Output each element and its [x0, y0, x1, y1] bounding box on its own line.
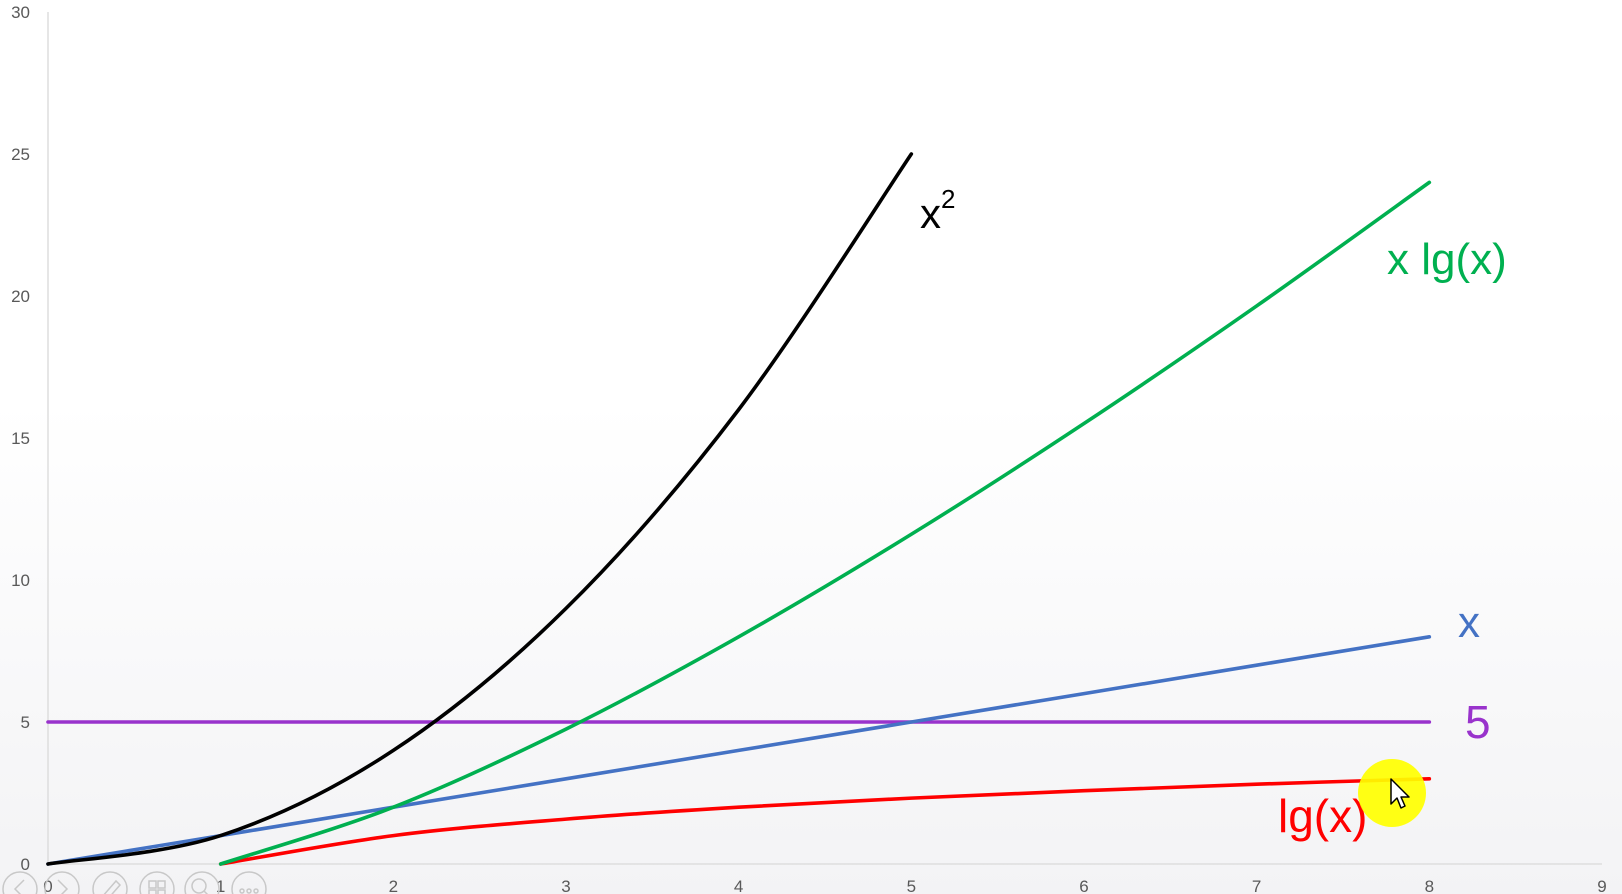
series-line-linear [46, 635, 1432, 866]
pen-button[interactable] [92, 871, 128, 894]
series-line-xlogx [218, 180, 1432, 866]
x-tick-label: 7 [1252, 877, 1261, 894]
more-options-button[interactable] [231, 871, 267, 894]
y-tick-label: 15 [11, 429, 30, 448]
series-label-text: 5 [1465, 696, 1491, 748]
y-tick-label: 0 [21, 855, 30, 874]
y-tick-label: 10 [11, 571, 30, 590]
slides-grid-icon [148, 880, 166, 894]
series-label-text: x lg(x) [1387, 235, 1507, 284]
zoom-button[interactable] [184, 871, 220, 894]
x-tick-label: 4 [734, 877, 743, 894]
y-tick-label: 30 [11, 3, 30, 22]
series-line-log [218, 777, 1432, 866]
zoom-icon [191, 878, 209, 894]
series-label-linear: x [1458, 598, 1480, 647]
series-label-superscript: 2 [941, 184, 955, 214]
x-tick-label: 3 [561, 877, 570, 894]
more-options-icon [239, 888, 259, 894]
series-line-square [46, 152, 914, 866]
y-tick-label: 20 [11, 287, 30, 306]
series-label-xlogx: x lg(x) [1387, 235, 1507, 284]
previous-slide-button[interactable] [2, 871, 38, 894]
presenter-overlay [1358, 759, 1426, 827]
next-slide-icon [57, 879, 69, 894]
series-label-square: x2 [920, 184, 955, 237]
mouse-pointer-icon [1390, 778, 1410, 809]
chart-series-lines [46, 152, 1432, 866]
x-tick-label: 8 [1425, 877, 1434, 894]
series-label-text: x [920, 190, 941, 237]
series-label-text: x [1458, 598, 1480, 647]
y-tick-label: 5 [21, 713, 30, 732]
slides-grid-button[interactable] [139, 871, 175, 894]
next-slide-button[interactable] [44, 871, 80, 894]
y-tick-label: 25 [11, 145, 30, 164]
x-tick-label: 5 [907, 877, 916, 894]
x-tick-label: 6 [1079, 877, 1088, 894]
x-tick-label: 2 [389, 877, 398, 894]
slideshow-controls [2, 871, 267, 894]
series-label-text: lg(x) [1278, 790, 1367, 842]
x-tick-label: 1 [216, 877, 225, 894]
series-label-constant: 5 [1465, 696, 1491, 748]
x-tick-label: 0 [43, 877, 52, 894]
x-tick-label: 9 [1597, 877, 1606, 894]
pen-icon [103, 879, 122, 894]
previous-slide-icon [13, 879, 25, 894]
series-label-log: lg(x) [1278, 790, 1367, 842]
